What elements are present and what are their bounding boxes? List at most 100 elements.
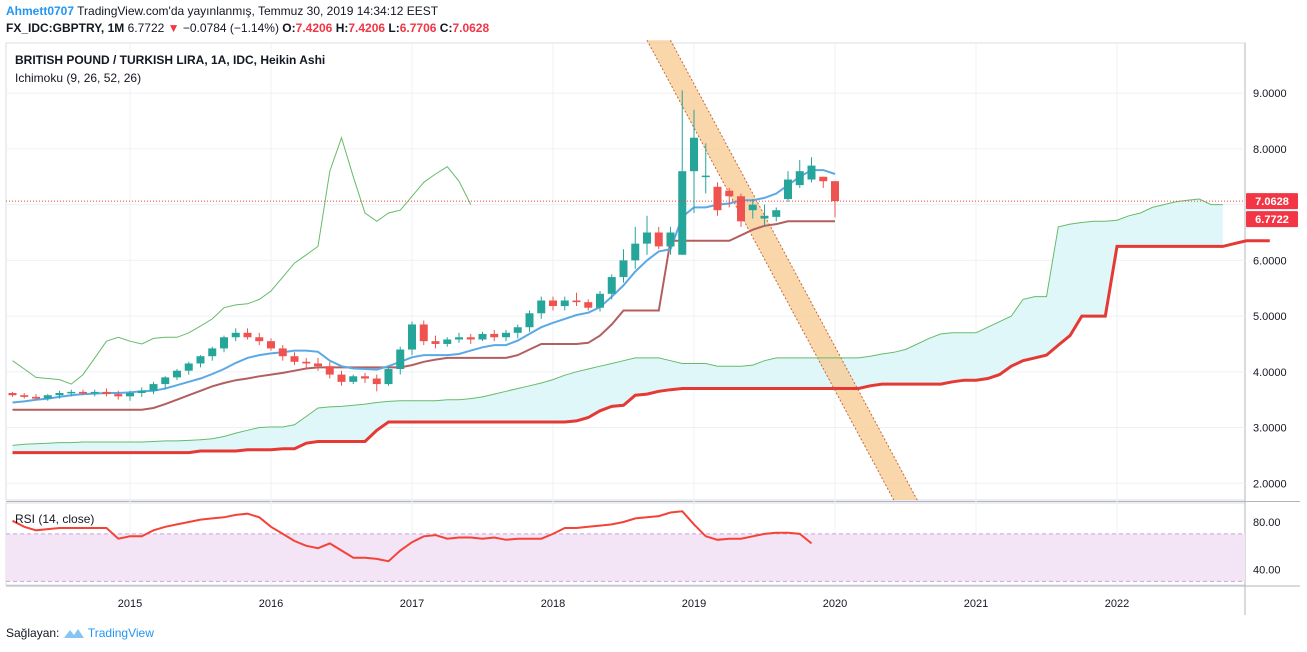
candle [666, 226, 675, 255]
candle [419, 320, 428, 346]
candle-body [137, 390, 146, 393]
candle [149, 381, 158, 395]
candle-body [431, 341, 440, 344]
candle [384, 366, 393, 386]
x-tick-label: 2022 [1105, 598, 1129, 610]
footer-attribution: Sağlayan: TradingView [6, 626, 154, 640]
candle-body [161, 377, 170, 385]
candle [678, 90, 687, 255]
candle [67, 389, 76, 397]
candle [713, 182, 722, 216]
candle [184, 361, 193, 375]
candle [831, 181, 839, 218]
high-value: 7.4206 [348, 21, 386, 35]
candle [560, 296, 569, 311]
candle-body [90, 391, 99, 394]
candle [208, 346, 217, 361]
candle-body [361, 376, 369, 379]
candle-body [654, 232, 663, 247]
candle [737, 193, 745, 227]
candle [255, 332, 264, 346]
tradingview-logo-icon [63, 629, 84, 638]
candle [490, 330, 499, 342]
price-badge-label: 7.0628 [1255, 196, 1289, 208]
rsi-title: RSI (14, close) [15, 512, 94, 526]
down-triangle-icon: ▼ [167, 21, 180, 35]
candle [55, 390, 64, 399]
senkou-span-b-line [12, 239, 1270, 455]
candle [807, 157, 816, 183]
candle [349, 374, 358, 385]
candle [443, 337, 452, 347]
candle-body [607, 277, 616, 294]
footer-brand[interactable]: TradingView [87, 626, 154, 640]
x-tick-label: 2018 [541, 598, 565, 610]
candle-body [196, 356, 205, 364]
price-badge [1246, 211, 1298, 228]
ichimoku-cloud [12, 199, 1223, 453]
open-value: 7.4206 [295, 21, 333, 35]
candle-body [43, 395, 52, 399]
kijun-sen-line [12, 220, 835, 411]
candle [325, 361, 334, 379]
candle-body [701, 175, 710, 178]
candle-body [79, 391, 87, 394]
candle-body [737, 196, 745, 222]
candle-body [502, 332, 510, 338]
y-tick-label: 5.0000 [1253, 311, 1287, 323]
candle [278, 345, 287, 361]
candle [549, 296, 557, 311]
price-chart[interactable]: 2015 2016 2017 2018 2019 2020 2021 2022 9.0000 8.… [0, 40, 1307, 618]
candle-body [443, 339, 452, 344]
candle-body [255, 337, 264, 342]
candle-body [67, 391, 76, 394]
published-text: TradingView.com'da yayınlanmış, Temmuz 3… [77, 4, 439, 18]
candle-body [267, 341, 275, 349]
candle [173, 369, 181, 381]
candle-body [690, 137, 698, 172]
author-name[interactable]: Ahmett0707 [6, 4, 75, 18]
candle-body [173, 370, 181, 378]
candle-body [725, 190, 734, 197]
candle [654, 226, 663, 250]
candle-body [549, 300, 557, 307]
price-badge-label: 6.7722 [1255, 214, 1289, 226]
candle [607, 274, 616, 300]
candle [243, 328, 252, 340]
candle-body [126, 392, 134, 397]
candle [455, 332, 463, 343]
candle [161, 376, 170, 389]
candle-body [525, 313, 534, 328]
candle [748, 199, 757, 219]
candle-body [231, 332, 240, 338]
candle [337, 370, 346, 386]
candle-body [408, 324, 416, 350]
candle-body [302, 361, 311, 364]
candle-body [208, 348, 217, 357]
candle [20, 392, 29, 399]
candle [126, 390, 134, 401]
candle [314, 357, 322, 371]
rsi-tick-label: 40.00 [1253, 565, 1281, 577]
y-tick-label: 6.0000 [1253, 255, 1287, 267]
channel-lower-line [670, 40, 918, 501]
candle [43, 394, 52, 401]
candle [114, 390, 123, 400]
y-tick-label: 3.0000 [1253, 423, 1287, 435]
candle [478, 331, 487, 342]
x-tick-label: 2015 [118, 598, 142, 610]
candle-body [478, 333, 487, 340]
candle-body [466, 337, 475, 340]
candle-body [349, 376, 358, 382]
candle-body [114, 394, 123, 397]
candle-body [32, 396, 40, 399]
candle-body [384, 369, 393, 385]
candle-body [807, 165, 816, 180]
candle-body [55, 392, 64, 396]
candle-body [819, 176, 828, 182]
y-tick-label: 4.0000 [1253, 367, 1287, 379]
candle-body [631, 243, 640, 261]
candle [502, 330, 510, 342]
open-label: O: [282, 21, 296, 35]
candle-body [619, 260, 628, 278]
